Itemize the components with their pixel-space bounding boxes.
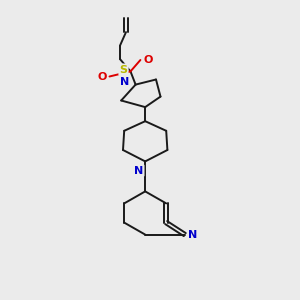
Text: N: N [120, 77, 129, 87]
Text: N: N [134, 166, 143, 176]
Text: N: N [188, 230, 198, 240]
Text: O: O [143, 55, 153, 65]
Text: O: O [97, 71, 106, 82]
Text: S: S [119, 64, 128, 75]
